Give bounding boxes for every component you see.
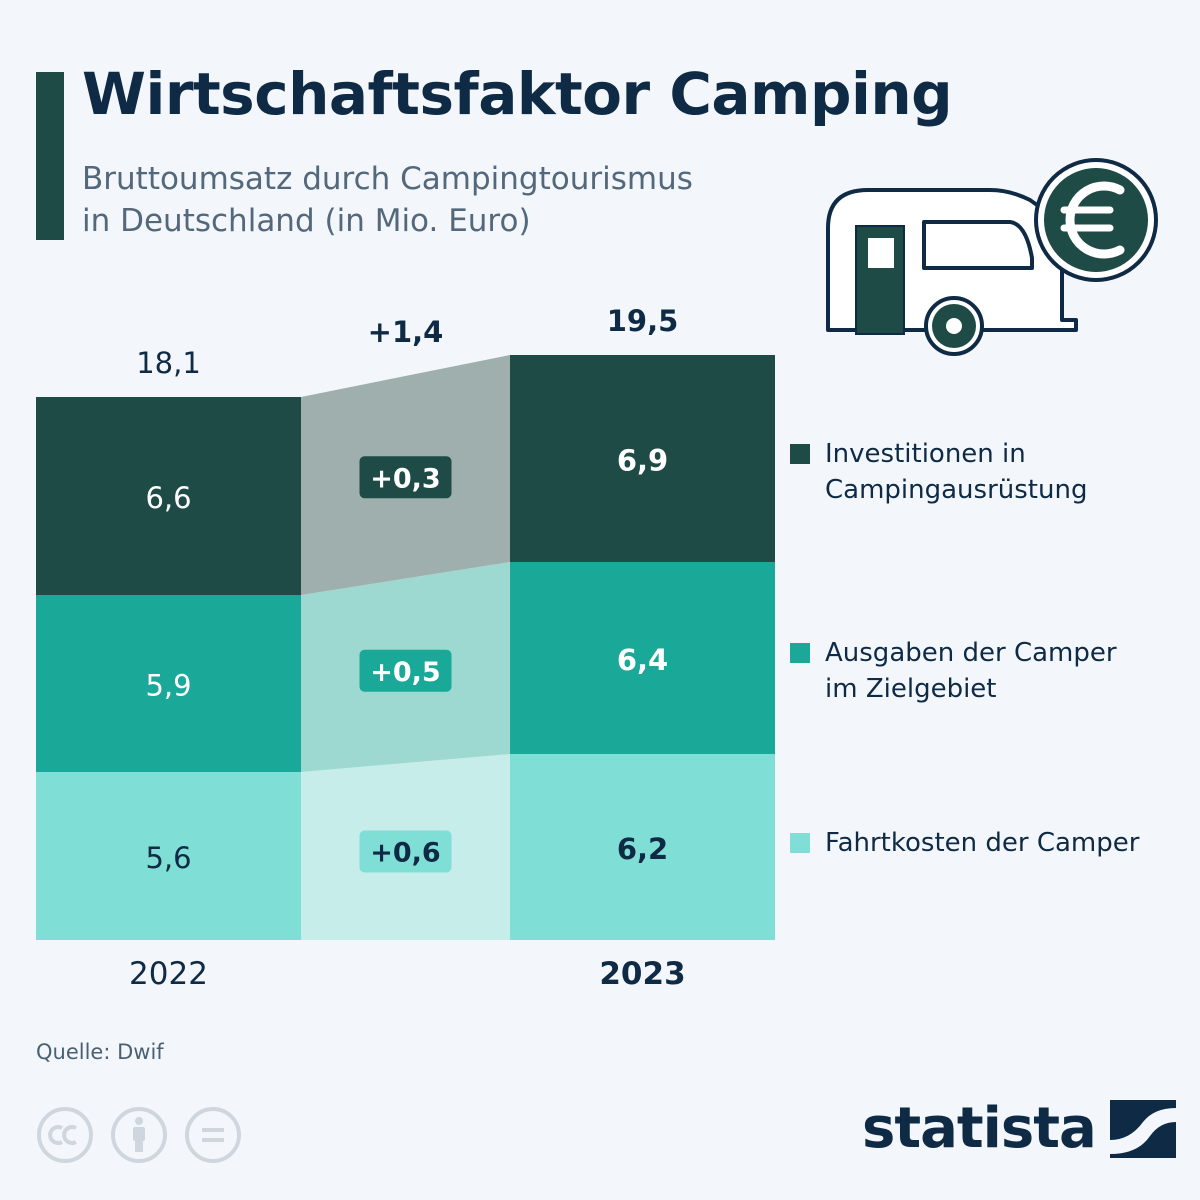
statista-logo[interactable]: statista	[862, 1096, 1176, 1161]
legend-item-fahrtkosten: Fahrtkosten der Camper	[790, 825, 1185, 861]
legend-item-ausgaben: Ausgaben der Camper im Zielgebiet	[790, 635, 1185, 707]
data-label-2022-3: 6,6	[145, 481, 191, 515]
bar-segment-2022-1	[36, 772, 301, 940]
change-badge-3	[359, 456, 452, 499]
attribution-icon[interactable]	[110, 1106, 168, 1164]
data-label-2023-1: 6,2	[617, 832, 668, 866]
camper-window	[922, 220, 1034, 270]
bar-segment-2023-1	[510, 754, 775, 940]
total-label-2022: 18,1	[136, 346, 201, 380]
data-label-2023-3: 6,9	[617, 444, 668, 478]
cc-icon[interactable]	[36, 1106, 94, 1164]
data-label-2023-2: 6,4	[617, 643, 668, 677]
legend-item-investitionen: Investitionen in Campingausrüstung	[790, 436, 1185, 508]
x-tick-label-2022: 2022	[129, 956, 208, 992]
change-badge-1	[359, 830, 452, 873]
camper-trailer-icon	[826, 158, 1158, 356]
bar-segment-2023-2	[510, 562, 775, 754]
legend-label-ausgaben: Ausgaben der Camper im Zielgebiet	[825, 638, 1117, 704]
camper-wheel-hub	[946, 318, 962, 334]
subtitle-line-2: in Deutschland (in Mio. Euro)	[82, 203, 531, 239]
data-label-2022-1: 5,6	[145, 841, 191, 875]
change-label-1: +0,6	[370, 838, 440, 869]
bar-segment-2022-3	[36, 397, 301, 595]
statista-mark-icon	[1109, 1099, 1176, 1158]
legend-label-investitionen: Investitionen in Campingausrüstung	[825, 439, 1088, 505]
total-label-2023: 19,5	[607, 304, 679, 338]
legend-swatch-investitionen	[790, 444, 810, 464]
page-subtitle: Bruttoumsatz durch Campingtourismus in D…	[82, 158, 822, 242]
stacked-bar-chart: 5,6 6,2 5,9 6,4 6,6 6,9 +0,6 +0,5 +0,3 18,1 19,5 +1…	[36, 304, 775, 992]
change-label-2: +0,5	[370, 657, 440, 688]
license-icons	[36, 1106, 242, 1164]
page-title: Wirtschaftsfaktor Camping	[82, 60, 953, 128]
euro-coin-icon	[1034, 158, 1158, 282]
title-accent-bar	[36, 72, 64, 240]
camper-door-window	[868, 238, 894, 268]
subtitle-line-1: Bruttoumsatz durch Campingtourismus	[82, 161, 693, 197]
legend-swatch-fahrtkosten	[790, 833, 810, 853]
x-tick-label-2023: 2023	[599, 956, 685, 992]
brand-name: statista	[862, 1096, 1097, 1161]
change-badge-2	[359, 649, 452, 692]
no-derivatives-icon[interactable]	[184, 1106, 242, 1164]
legend-label-fahrtkosten: Fahrtkosten der Camper	[825, 828, 1140, 858]
source-note: Quelle: Dwif	[36, 1040, 164, 1064]
total-change-label: +1,4	[368, 315, 444, 349]
bar-segment-2022-2	[36, 595, 301, 772]
bar-segment-2023-3	[510, 355, 775, 562]
data-label-2022-2: 5,9	[145, 669, 191, 703]
change-label-3: +0,3	[370, 463, 440, 494]
legend-swatch-ausgaben	[790, 643, 810, 663]
